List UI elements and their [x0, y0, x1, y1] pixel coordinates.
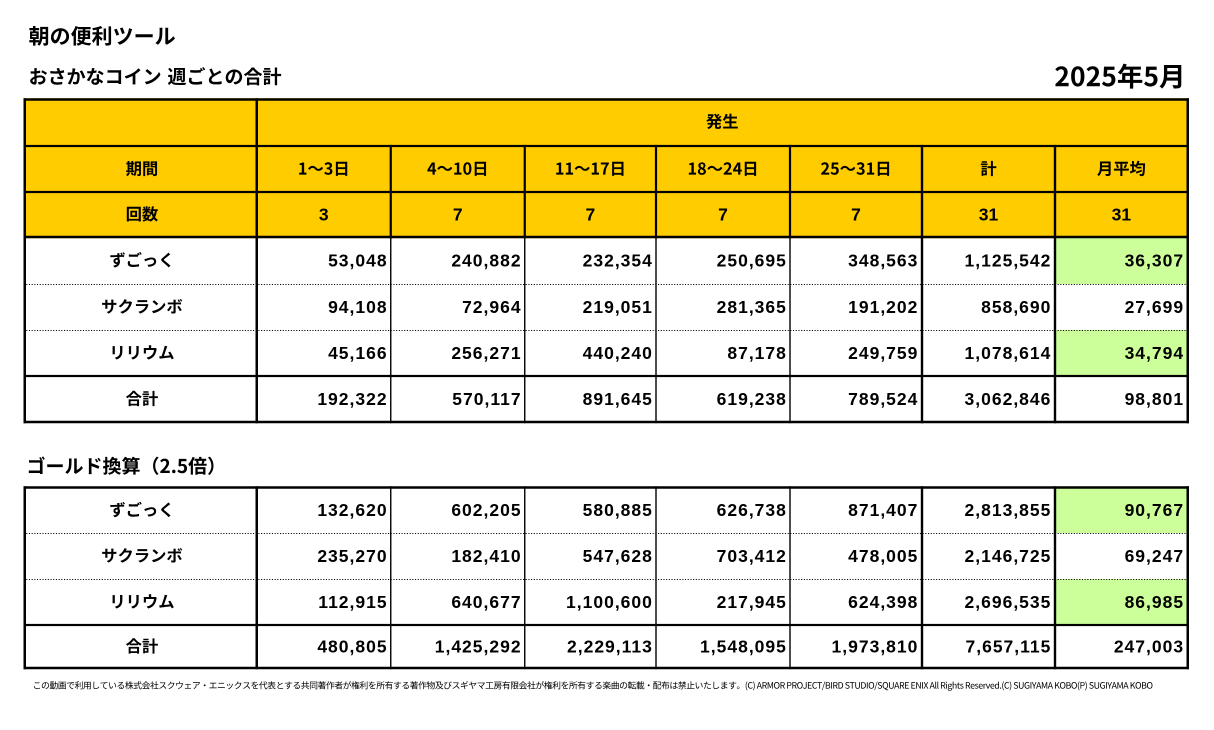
svg-text:219,051: 219,051 [583, 297, 653, 317]
svg-text:440,240: 440,240 [583, 343, 653, 363]
svg-text:72,964: 72,964 [462, 297, 522, 317]
svg-text:3: 3 [319, 205, 329, 225]
svg-text:624,398: 624,398 [848, 592, 918, 612]
svg-text:7: 7 [586, 205, 596, 225]
svg-text:871,407: 871,407 [848, 500, 918, 520]
svg-text:53,048: 53,048 [328, 250, 388, 270]
svg-text:36,307: 36,307 [1125, 250, 1185, 270]
svg-text:7,657,115: 7,657,115 [966, 636, 1052, 656]
svg-text:34,794: 34,794 [1125, 343, 1185, 363]
svg-text:602,205: 602,205 [451, 500, 521, 520]
svg-text:98,801: 98,801 [1125, 389, 1185, 409]
svg-text:86,985: 86,985 [1125, 592, 1185, 612]
svg-text:87,178: 87,178 [727, 343, 787, 363]
svg-text:1,425,292: 1,425,292 [435, 636, 522, 656]
svg-text:7: 7 [851, 205, 861, 225]
svg-text:235,270: 235,270 [317, 546, 387, 566]
svg-text:192,322: 192,322 [317, 389, 387, 409]
svg-text:2,146,725: 2,146,725 [965, 546, 1052, 566]
svg-text:626,738: 626,738 [717, 500, 787, 520]
svg-text:570,117: 570,117 [452, 389, 521, 409]
svg-text:94,108: 94,108 [328, 297, 388, 317]
svg-text:1,125,542: 1,125,542 [965, 250, 1052, 270]
svg-text:703,412: 703,412 [717, 546, 787, 566]
svg-text:891,645: 891,645 [583, 389, 653, 409]
svg-text:247,003: 247,003 [1114, 636, 1184, 656]
svg-text:2,813,855: 2,813,855 [965, 500, 1052, 520]
svg-text:2,696,535: 2,696,535 [965, 592, 1052, 612]
svg-text:249,759: 249,759 [848, 343, 918, 363]
svg-text:640,677: 640,677 [451, 592, 521, 612]
svg-text:256,271: 256,271 [451, 343, 521, 363]
svg-text:69,247: 69,247 [1125, 546, 1185, 566]
svg-text:1,548,095: 1,548,095 [700, 636, 787, 656]
svg-text:1,078,614: 1,078,614 [965, 343, 1052, 363]
svg-text:182,410: 182,410 [451, 546, 521, 566]
svg-text:281,365: 281,365 [717, 297, 787, 317]
svg-text:112,915: 112,915 [318, 592, 387, 612]
svg-text:191,202: 191,202 [848, 297, 918, 317]
svg-text:1,100,600: 1,100,600 [566, 592, 653, 612]
svg-text:619,238: 619,238 [717, 389, 787, 409]
svg-text:217,945: 217,945 [717, 592, 787, 612]
svg-text:132,620: 132,620 [317, 500, 387, 520]
svg-text:7: 7 [453, 205, 463, 225]
svg-text:232,354: 232,354 [583, 250, 653, 270]
svg-text:250,695: 250,695 [717, 250, 787, 270]
svg-text:480,805: 480,805 [317, 636, 387, 656]
svg-text:478,005: 478,005 [848, 546, 918, 566]
svg-text:580,885: 580,885 [583, 500, 653, 520]
svg-text:45,166: 45,166 [328, 343, 388, 363]
svg-text:1,973,810: 1,973,810 [832, 636, 919, 656]
svg-text:2,229,113: 2,229,113 [567, 636, 653, 656]
svg-text:31: 31 [979, 205, 999, 225]
svg-text:31: 31 [1112, 205, 1132, 225]
svg-text:348,563: 348,563 [848, 250, 918, 270]
svg-text:858,690: 858,690 [981, 297, 1051, 317]
svg-text:27,699: 27,699 [1125, 297, 1185, 317]
svg-text:7: 7 [718, 205, 728, 225]
svg-text:240,882: 240,882 [451, 250, 521, 270]
svg-text:3,062,846: 3,062,846 [965, 389, 1052, 409]
svg-text:90,767: 90,767 [1125, 500, 1185, 520]
svg-text:789,524: 789,524 [848, 389, 918, 409]
svg-text:547,628: 547,628 [583, 546, 653, 566]
